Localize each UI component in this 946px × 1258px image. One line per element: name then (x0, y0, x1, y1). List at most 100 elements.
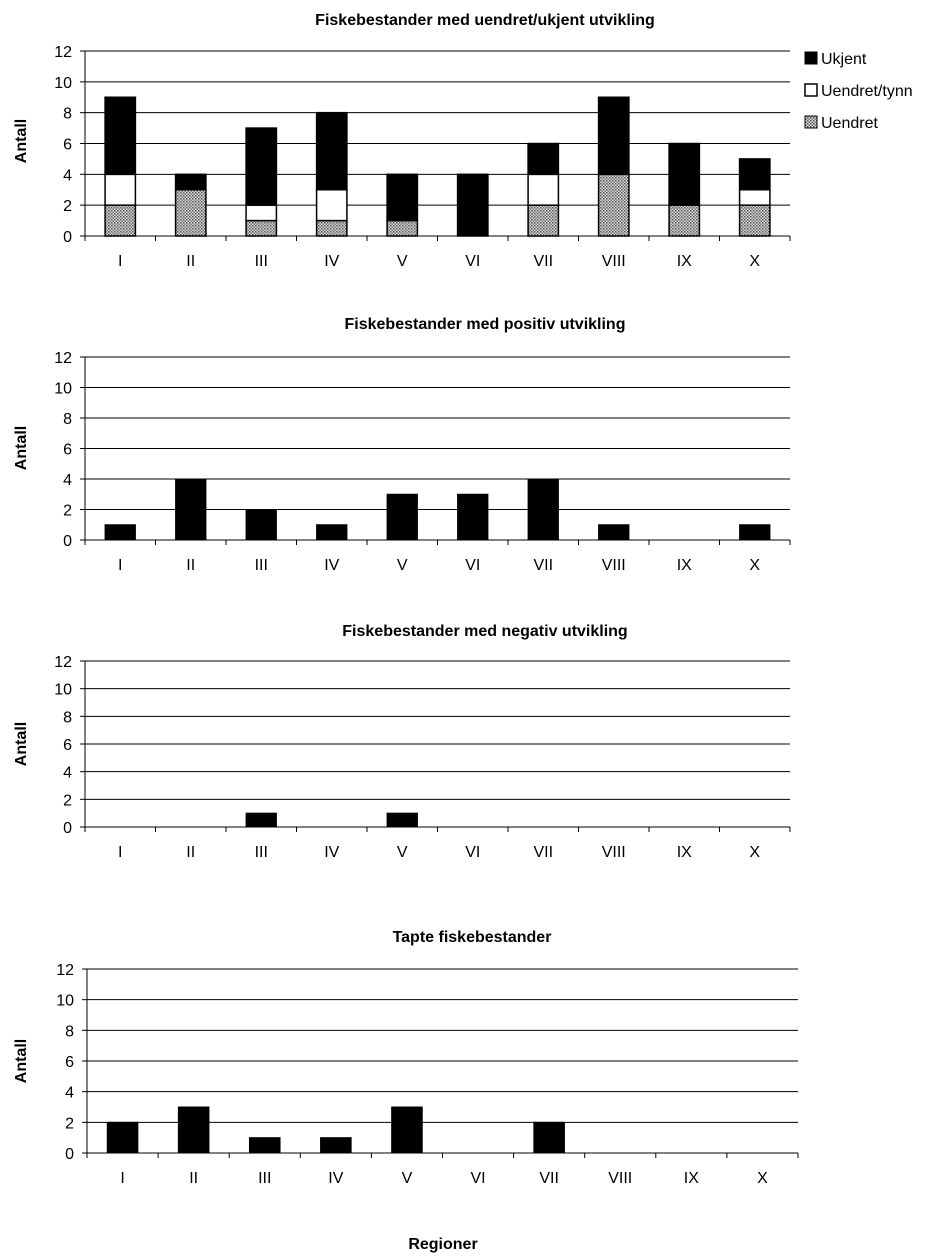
chart-uendret-ukjent: Fiskebestander med uendret/ukjent utvikl… (13, 12, 913, 270)
bar-uendret-tynn (315, 189, 348, 222)
y-tick-label: 10 (54, 75, 72, 92)
x-tick-label: I (118, 557, 122, 574)
y-axis-label: Antall (13, 722, 30, 766)
x-tick-label: V (397, 844, 408, 861)
bar-uendret (245, 219, 278, 237)
x-tick-label: II (186, 557, 195, 574)
bar (104, 524, 136, 541)
bar (598, 524, 630, 541)
y-tick-label: 8 (63, 411, 72, 428)
bar (533, 1121, 565, 1154)
x-tick-label: VI (470, 1170, 485, 1187)
x-tick-label: VI (465, 253, 480, 270)
chart-title: Fiskebestander med negativ utvikling (342, 623, 627, 640)
x-tick-label: VI (465, 557, 480, 574)
x-tick-label: IV (328, 1170, 343, 1187)
bar-uendret (668, 204, 701, 237)
y-tick-label: 0 (63, 533, 72, 550)
y-tick-label: 2 (63, 198, 72, 215)
bar-uendret (174, 189, 207, 237)
chart-title: Fiskebestander med positiv utvikling (345, 316, 626, 333)
y-tick-label: 8 (63, 106, 72, 123)
legend-swatch-ukjent (804, 51, 818, 65)
x-tick-label: X (757, 1170, 768, 1187)
y-tick-label: 12 (54, 654, 72, 671)
x-tick-label: III (255, 557, 268, 574)
bar (391, 1106, 423, 1154)
y-tick-label: 0 (63, 820, 72, 837)
x-axis-label: Regioner (408, 1236, 477, 1253)
legend-label-uendret-tynn: Uendret/tynn (821, 83, 913, 100)
y-tick-label: 0 (63, 229, 72, 246)
x-tick-label: III (258, 1170, 271, 1187)
chart-negativ: Fiskebestander med negativ utvikling Ant… (13, 623, 791, 861)
y-tick-label: 6 (63, 737, 72, 754)
x-tick-label: V (397, 253, 408, 270)
bar (316, 524, 348, 541)
bar-uendret-tynn (104, 173, 137, 206)
y-tick-label: 6 (63, 137, 72, 154)
bar-ukjent (386, 173, 419, 222)
bar-ukjent (104, 96, 137, 176)
bar-uendret (738, 204, 771, 237)
x-tick-label: IX (677, 557, 692, 574)
legend-label-ukjent: Ukjent (821, 51, 867, 68)
x-tick-label: X (749, 557, 760, 574)
bar-uendret (386, 219, 419, 237)
x-tick-label: II (186, 253, 195, 270)
bar (106, 1121, 139, 1154)
y-tick-label: 6 (65, 1054, 74, 1071)
y-tick-label: 2 (63, 503, 72, 520)
y-tick-label: 4 (63, 167, 72, 184)
x-tick-label: VII (533, 557, 553, 574)
bar-ukjent (597, 96, 630, 176)
x-tick-label: V (402, 1170, 413, 1187)
y-tick-label: 2 (63, 792, 72, 809)
x-tick-label: II (189, 1170, 198, 1187)
bar (245, 812, 277, 828)
x-tick-label: V (397, 557, 408, 574)
bar-ukjent (456, 173, 489, 237)
y-tick-label: 4 (65, 1085, 74, 1102)
bar-ukjent (738, 158, 771, 191)
y-tick-label: 0 (65, 1146, 74, 1163)
bar (457, 493, 489, 541)
x-tick-label: VIII (608, 1170, 632, 1187)
legend-label-uendret: Uendret (821, 115, 878, 132)
bar-ukjent (174, 173, 207, 191)
bar (245, 509, 277, 541)
bar (527, 478, 559, 541)
legend-swatch-uendret-tynn (804, 83, 818, 97)
x-tick-label: IV (324, 253, 339, 270)
x-tick-label: IV (324, 844, 339, 861)
chart-title: Fiskebestander med uendret/ukjent utvikl… (315, 12, 655, 29)
y-tick-label: 8 (63, 709, 72, 726)
y-tick-label: 2 (65, 1115, 74, 1132)
bar (386, 493, 418, 541)
y-tick-label: 10 (54, 381, 72, 398)
bar-uendret (527, 204, 560, 237)
bar-ukjent (668, 142, 701, 206)
bar-uendret (315, 219, 348, 237)
x-tick-label: VII (539, 1170, 559, 1187)
x-tick-label: I (118, 253, 122, 270)
x-tick-label: X (749, 253, 760, 270)
legend: Ukjent Uendret/tynn Uendret (804, 51, 913, 132)
bar (177, 1106, 210, 1154)
y-axis-label: Antall (13, 119, 30, 163)
y-tick-label: 4 (63, 472, 72, 489)
x-tick-label: VII (533, 844, 553, 861)
x-tick-label: X (749, 844, 760, 861)
bar-uendret (104, 204, 137, 237)
x-tick-label: VIII (602, 557, 626, 574)
x-tick-label: VII (533, 253, 553, 270)
bar (320, 1137, 352, 1154)
y-tick-label: 10 (54, 682, 72, 699)
bar-uendret-tynn (738, 189, 771, 206)
y-tick-label: 10 (56, 993, 74, 1010)
